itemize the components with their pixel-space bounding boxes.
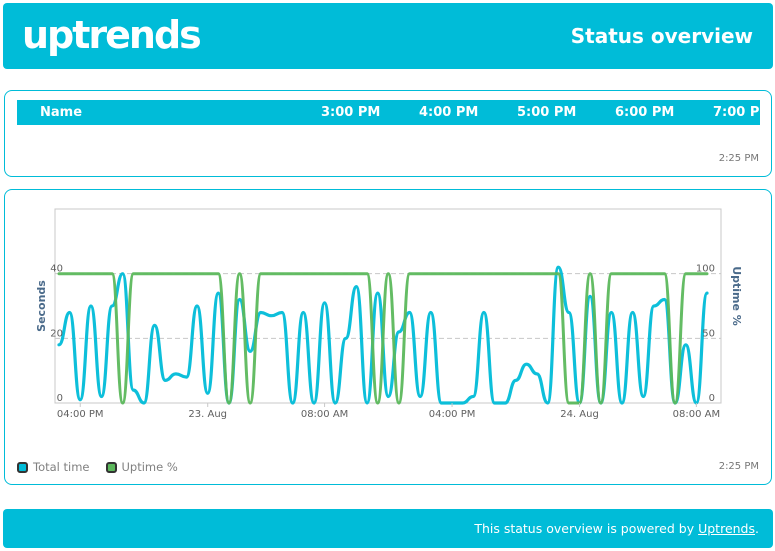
legend-swatch-icon — [17, 461, 28, 473]
y-left-axis-title: Seconds — [35, 280, 48, 332]
footer-text: This status overview is powered by Uptre… — [474, 521, 759, 536]
header-bar: uptrends Status overview — [3, 3, 773, 69]
chart-legend: Total time Uptime % — [17, 460, 178, 474]
legend-item-total-time[interactable]: Total time — [17, 460, 90, 474]
chart-axes: 0 20 40 0 50 100 04:00 PM 23. Aug 08:00 AM 04:00 … — [35, 264, 743, 420]
footer-powered-by: This status overview is powered by — [474, 521, 695, 536]
x-tick-label: 23. Aug — [188, 409, 227, 420]
footer-suffix: . — [755, 521, 759, 536]
status-table-panel: Name 3:00 PM 4:00 PM 5:00 PM 6:00 PM 7:0… — [4, 90, 772, 177]
chart-panel: 0 20 40 0 50 100 04:00 PM 23. Aug 08:00 AM 04:00 … — [4, 189, 772, 485]
y-right-axis-title: Uptime % — [730, 266, 743, 326]
y-left-tick-label: 0 — [57, 393, 63, 404]
y-right-tick-label: 50 — [702, 328, 715, 339]
plot-frame — [54, 208, 722, 404]
column-header-5pm: 5:00 PM — [517, 105, 577, 120]
table-header-row: Name 3:00 PM 4:00 PM 5:00 PM 6:00 PM 7:0… — [17, 100, 760, 125]
x-tick-label: 24. Aug — [560, 409, 599, 420]
chart-series — [57, 265, 709, 405]
x-tick-label: 08:00 AM — [301, 409, 348, 420]
x-tick-label: 08:00 AM — [673, 409, 720, 420]
uptime-chart[interactable]: 0 20 40 0 50 100 04:00 PM 23. Aug 08:00 AM 04:00 … — [5, 190, 771, 450]
column-header-name[interactable]: Name — [40, 105, 83, 120]
y-left-tick-label: 40 — [50, 264, 63, 275]
chart-timestamp: 2:25 PM — [718, 461, 759, 472]
column-header-3pm: 3:00 PM — [321, 105, 381, 120]
series-line-uptime — [57, 272, 709, 405]
legend-swatch-icon — [105, 461, 117, 473]
legend-label: Uptime % — [121, 460, 178, 474]
y-left-tick-label: 20 — [50, 328, 63, 339]
y-right-tick-label: 0 — [709, 393, 715, 404]
column-header-7pm: 7:00 PM — [713, 105, 760, 120]
x-tick-label: 04:00 PM — [57, 409, 104, 420]
column-header-4pm: 4:00 PM — [419, 105, 479, 120]
footer-bar: This status overview is powered by Uptre… — [3, 509, 773, 548]
table-timestamp: 2:25 PM — [718, 153, 759, 164]
page-title: Status overview — [570, 24, 753, 48]
chart-grid — [54, 208, 722, 404]
x-tick-label: 04:00 PM — [429, 409, 476, 420]
uptrends-logo[interactable]: uptrends — [22, 13, 202, 57]
column-header-6pm: 6:00 PM — [615, 105, 675, 120]
legend-label: Total time — [33, 460, 90, 474]
y-right-tick-label: 100 — [696, 264, 715, 275]
legend-item-uptime[interactable]: Uptime % — [105, 460, 178, 474]
uptrends-link[interactable]: Uptrends — [698, 521, 756, 536]
